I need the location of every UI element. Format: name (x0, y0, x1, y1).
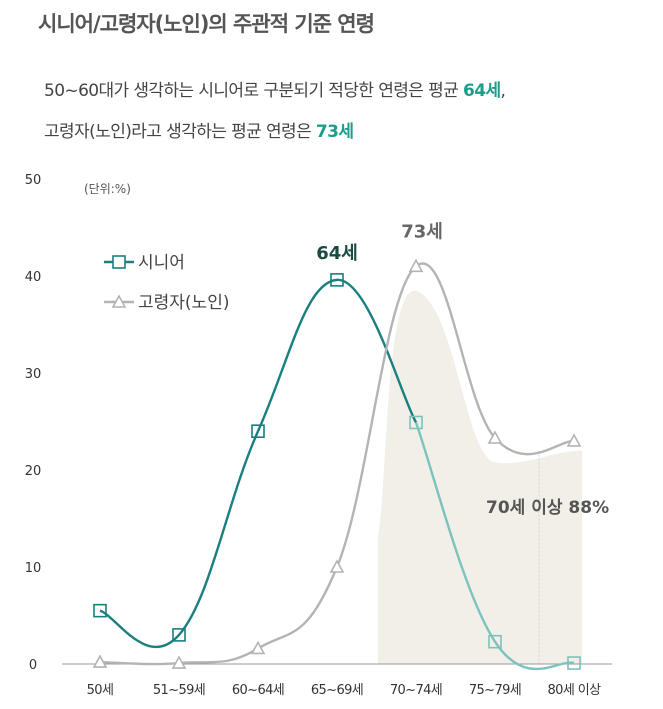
y-tick-label: 50 (25, 173, 42, 188)
subtitle-line-2: 고령자(노인)라고 생각하는 평균 연령은 73세 (44, 117, 354, 142)
axis-layer: 0 10 20 30 40 50 50세 51~59세 60~64세 65~69세 70~74세 75… (25, 173, 612, 698)
elderly-point (566, 433, 582, 447)
senior-point (567, 656, 581, 670)
senior-point (330, 273, 344, 287)
senior-point (409, 415, 423, 430)
subtitle-1-highlight: 64세 (463, 81, 501, 101)
y-tick-label: 40 (25, 270, 42, 285)
y-tick-label: 0 (29, 658, 37, 673)
page-title: 시니어/고령자(노인)의 주관적 기준 연령 (38, 12, 375, 36)
series-senior-line-tail (414, 422, 575, 671)
elderly-point (92, 654, 108, 668)
senior-point (488, 634, 502, 649)
shaded-annotation: 70세 이상 88% (486, 498, 609, 518)
subtitle-2-text: 고령자(노인)라고 생각하는 평균 연령은 (44, 122, 316, 142)
shaded-region-70-plus (378, 290, 582, 664)
series-senior-line (99, 278, 418, 649)
legend-senior-label: 시니어 (138, 253, 185, 273)
series-elderly-line (99, 262, 575, 666)
peak-label-senior: 64세 (316, 243, 358, 264)
elderly-point (408, 258, 424, 273)
legend-elderly-label: 고령자(노인) (138, 293, 229, 313)
subtitle-2-highlight: 73세 (315, 122, 354, 142)
x-tick-label: 75~79세 (469, 683, 521, 698)
elderly-point (171, 655, 187, 669)
x-tick-label: 60~64세 (232, 683, 284, 698)
elderly-point (487, 430, 503, 444)
x-tick-label: 51~59세 (153, 683, 205, 698)
senior-point (93, 603, 107, 618)
x-tick-label: 50세 (87, 683, 114, 698)
elderly-point (250, 640, 266, 655)
senior-point (172, 628, 186, 642)
legend-senior-marker (112, 255, 126, 269)
elderly-point (329, 559, 345, 573)
y-tick-label: 20 (25, 464, 42, 479)
unit-label: (단위:%) (84, 182, 131, 196)
shade-layer (378, 290, 582, 664)
peak-label-elderly: 73세 (401, 221, 443, 242)
x-tick-label: 70~74세 (390, 683, 442, 698)
y-tick-label: 10 (25, 561, 42, 576)
subtitle-line-1: 50~60대가 생각하는 시니어로 구분되기 적당한 연령은 평균 64세, (44, 76, 506, 101)
series-layer (92, 258, 582, 671)
senior-point (251, 424, 265, 439)
subtitle-1-suffix: , (500, 81, 506, 101)
x-tick-label: 80세 이상 (548, 683, 602, 698)
y-tick-label: 30 (25, 367, 42, 382)
legend-elderly-marker (111, 294, 127, 308)
x-tick-label: 65~69세 (311, 683, 363, 698)
subtitle-1-text: 50~60대가 생각하는 시니어로 구분되기 적당한 연령은 평균 (44, 81, 464, 101)
